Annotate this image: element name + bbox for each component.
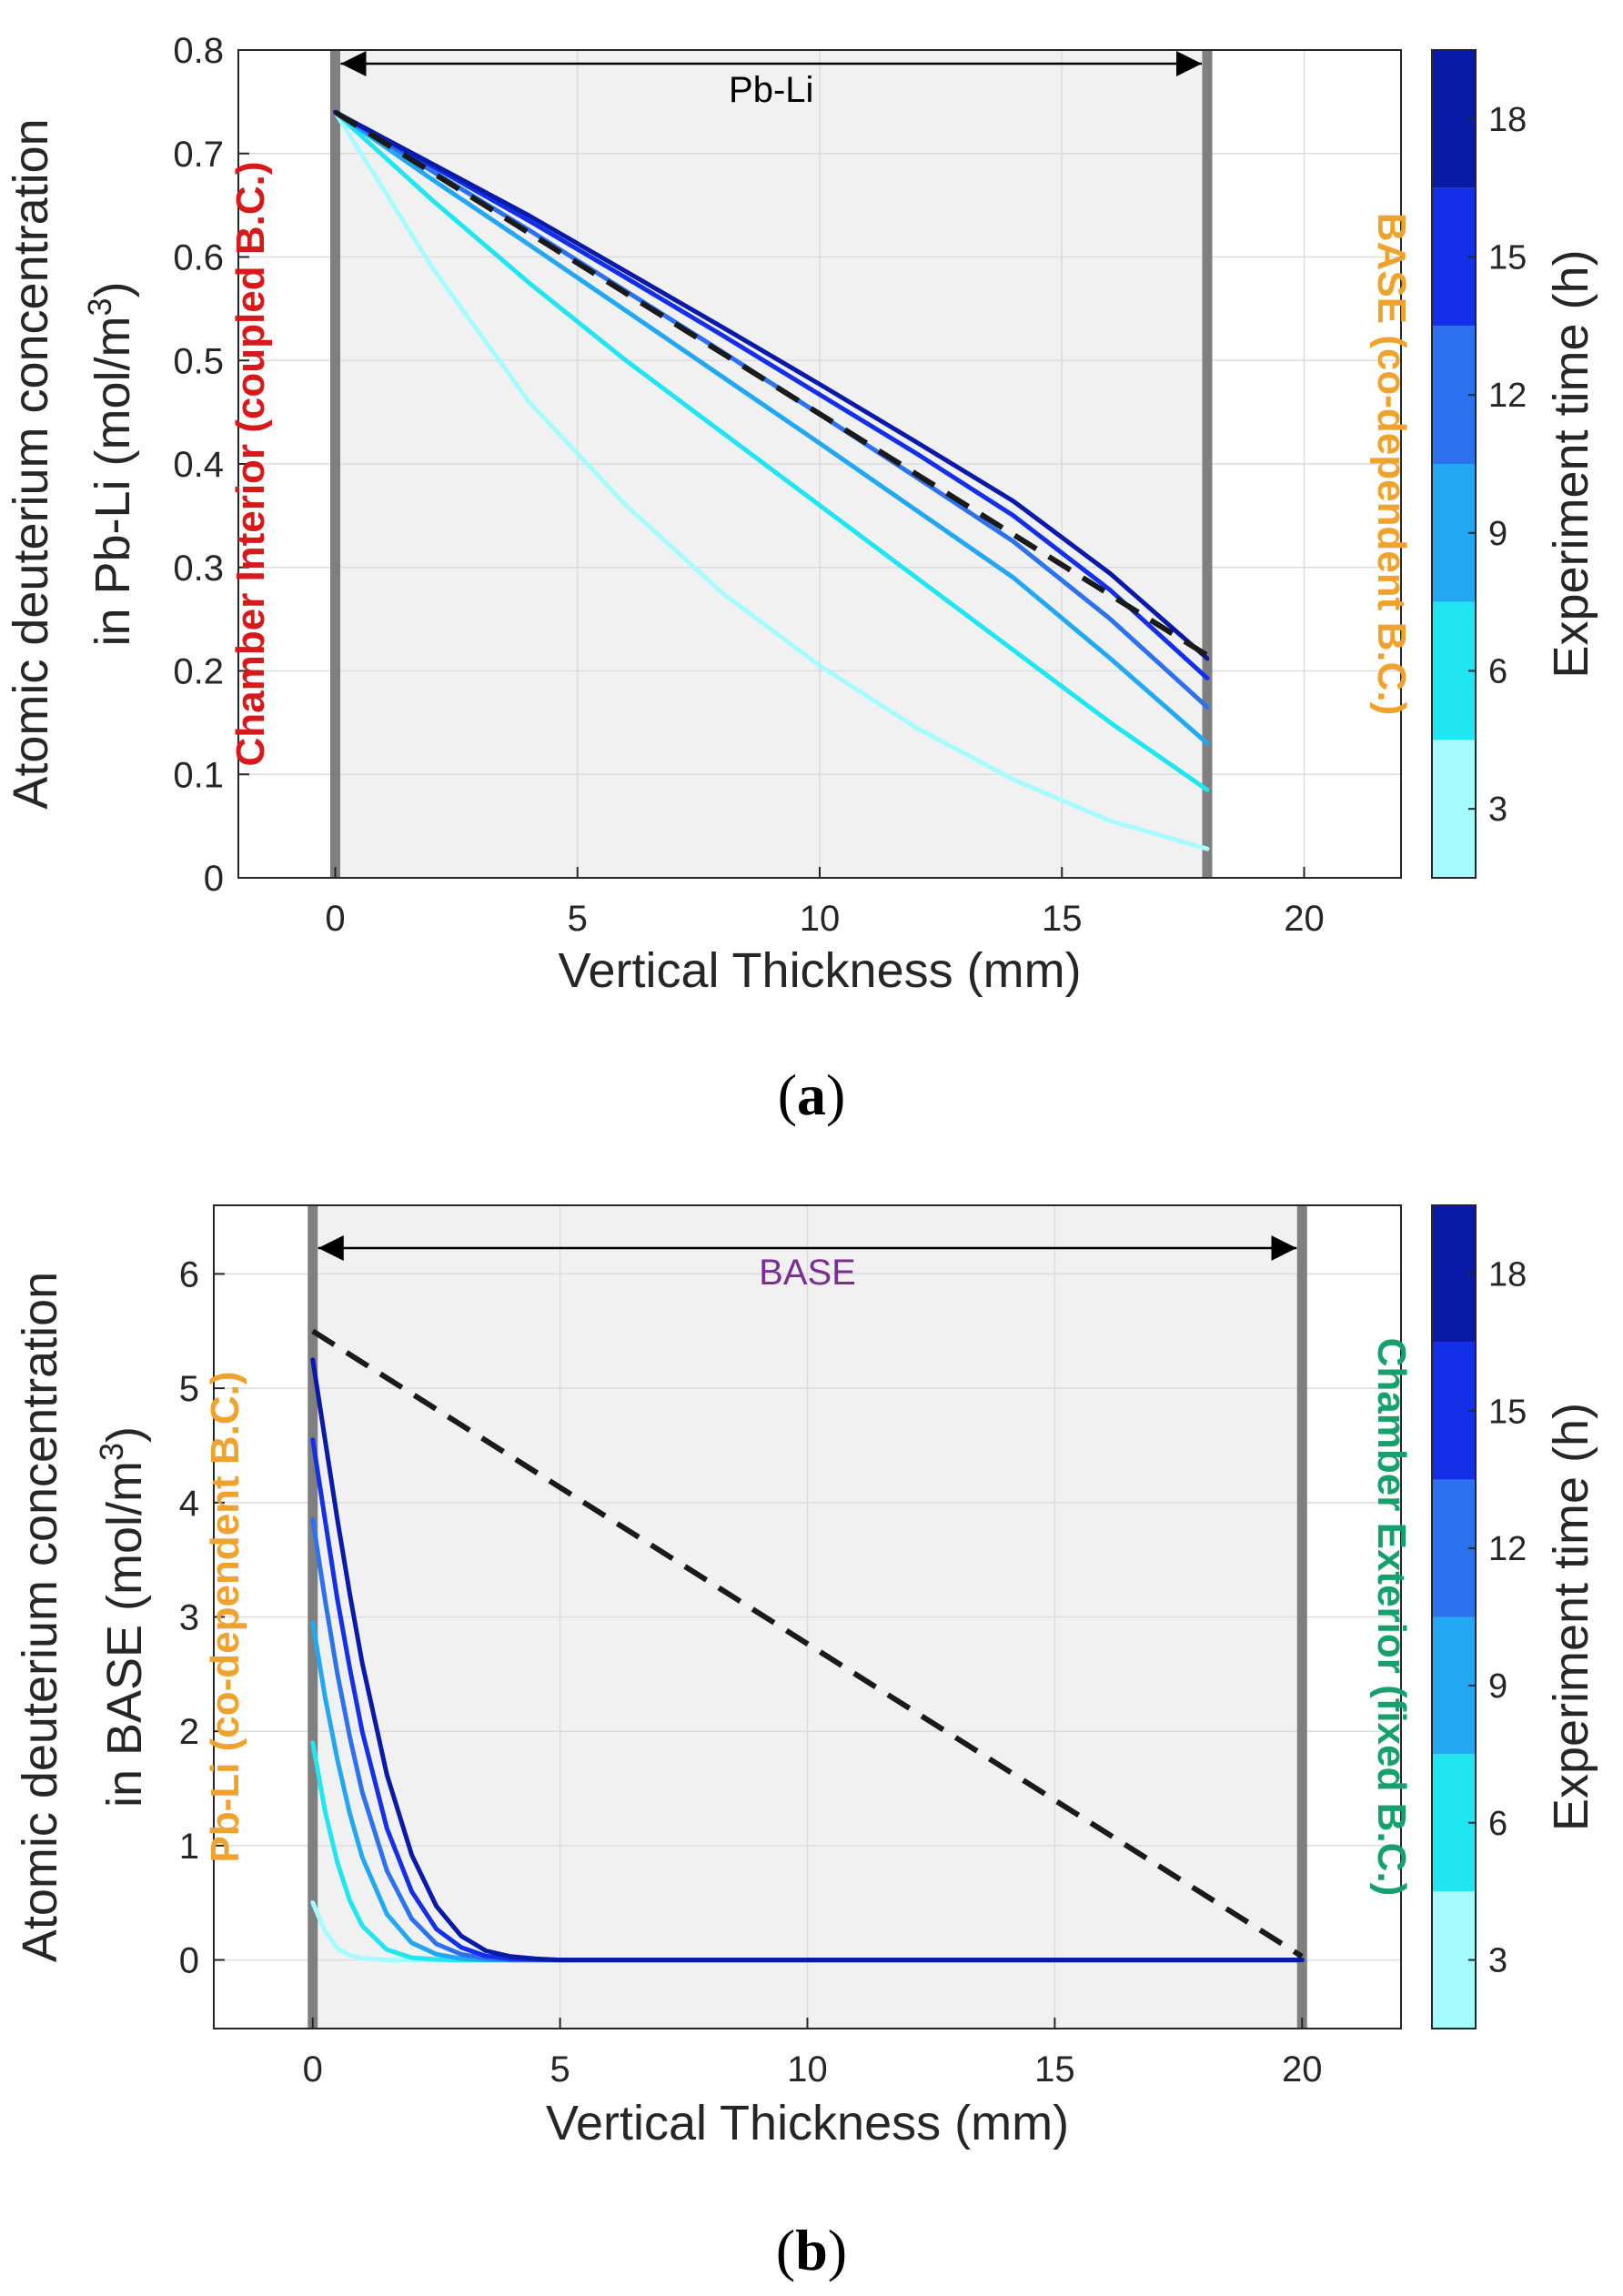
y-axis-label-close: ) [97,1426,152,1443]
y-tick-label: 0.3 [173,549,224,589]
panel-caption-open: ( [778,1062,797,1127]
y-tick-label: 2 [179,1712,199,1752]
x-tick-label: 20 [1284,899,1325,939]
y-tick-label: 0.6 [173,238,224,278]
y-tick-label: 5 [179,1369,199,1409]
y-axis-label-close: ) [86,281,140,297]
colorbar-label: Experiment time (h) [1544,249,1598,678]
panel-caption-letter: a [797,1062,826,1127]
series-line-9h [333,109,1210,746]
panel-caption-close: ) [828,2218,847,2282]
colorbar-label: Experiment time (h) [1544,1403,1598,1831]
x-tick-label: 10 [787,2049,828,2090]
y-tick-label: 3 [179,1598,199,1638]
x-tick-label: 10 [800,899,841,939]
y-tick-label: 4 [179,1484,199,1524]
panel-caption: (b) [776,2218,847,2282]
y-axis-label-line1: Atomic deuterium concentration [13,1272,67,1962]
right-boundary-label: BASE (co-dependent B.C.) [1369,213,1414,715]
colorbar-tick-label: 12 [1488,377,1527,415]
left-boundary-label: Chamber Interior (coupled B.C.) [228,162,273,767]
region-label: BASE [759,1253,856,1293]
y-tick-label: 6 [179,1254,199,1294]
colorbar-tick-label: 9 [1488,1667,1507,1706]
series-line-3h [333,109,1210,851]
colorbar-tick-label: 3 [1488,791,1507,829]
y-axis-label-line1: Atomic deuterium concentration [4,118,58,809]
x-tick-label: 20 [1282,2049,1323,2090]
y-tick-label: 0 [204,859,224,899]
y-tick-label: 0.5 [173,341,224,381]
colorbar-tick-label: 3 [1488,1942,1507,1980]
y-axis-label-superscript: 3 [93,1443,130,1461]
x-tick-label: 0 [303,2049,323,2090]
y-tick-label: 0.7 [173,135,224,175]
colorbar-tick-label: 12 [1488,1530,1527,1568]
right-boundary-label: Chamber Exterior (fixed B.C.) [1369,1338,1414,1897]
x-tick-label: 15 [1042,899,1083,939]
y-axis-label-superscript: 3 [81,297,118,316]
chart-panel-a: Pb-Li 0 5 10 15 20 0 0.1 0.2 0.3 0.4 0.5 0.6 0.7 0.8 Ve… [4,31,1598,1127]
y-axis-label-line2: in Pb-Li (mol/m3) [81,281,141,646]
panel-caption: (a) [778,1062,846,1127]
colorbar-tick-label: 6 [1488,653,1507,691]
x-tick-label: 5 [568,899,588,939]
panel-caption-close: ) [826,1062,845,1127]
series-line-15h [333,109,1210,680]
x-axis-label: Vertical Thickness (mm) [558,943,1081,998]
steady-state-line [311,1328,1304,1959]
panel-caption-open: ( [776,2218,795,2282]
x-tick-label: 15 [1034,2049,1075,2090]
y-tick-label: 0 [179,1941,199,1981]
colorbar-tick-label: 15 [1488,1393,1527,1431]
series-line-18h [333,109,1210,661]
colorbar-frame [1431,1204,1477,2029]
x-axis-label: Vertical Thickness (mm) [546,2096,1069,2150]
colorbar-tick-label: 18 [1488,1255,1527,1294]
series-line-6h [333,109,1210,792]
y-tick-label: 0.8 [173,31,224,71]
y-tick-label: 0.4 [173,445,224,485]
x-tick-label: 0 [325,899,345,939]
y-axis-label-main: in Pb-Li (mol/m [86,316,140,646]
colorbar-tick-label: 6 [1488,1805,1507,1843]
colorbar-tick-label: 15 [1488,239,1527,277]
panel-caption-letter: b [795,2218,828,2282]
y-axis-label-line2: in BASE (mol/m3) [93,1426,153,1808]
region-label: Pb-Li [729,70,813,110]
series-line-18h [310,1357,1305,1963]
y-tick-label: 1 [179,1827,199,1867]
steady-state-line [333,109,1209,658]
y-tick-label: 0.2 [173,652,224,692]
colorbar-frame [1431,49,1477,879]
x-tick-label: 5 [550,2049,570,2090]
y-tick-label: 0.1 [173,755,224,795]
colorbar-tick-label: 9 [1488,515,1507,553]
y-axis-label-main: in BASE (mol/m [97,1461,152,1808]
colorbar-tick-label: 18 [1488,101,1527,139]
left-boundary-label: Pb-Li (co-dependent B.C.) [203,1371,247,1862]
